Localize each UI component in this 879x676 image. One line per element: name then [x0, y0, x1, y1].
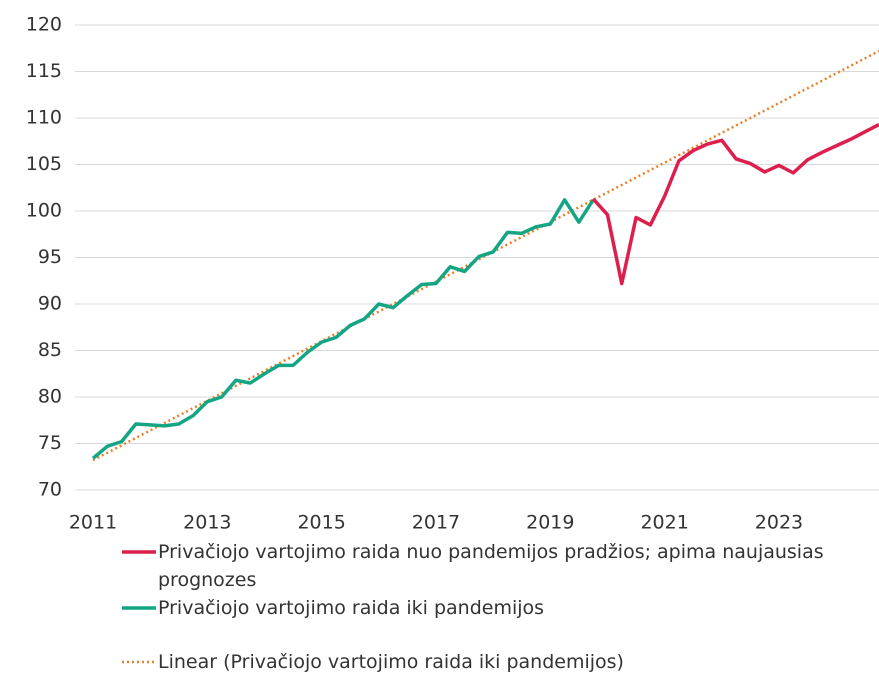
y-tick-label: 85	[38, 339, 62, 361]
y-tick-label: 80	[38, 386, 62, 408]
series-line	[591, 122, 879, 286]
y-tick-label: 105	[26, 153, 62, 175]
x-tick-label: 2013	[183, 512, 231, 534]
legend-swatch	[122, 660, 156, 664]
x-tick-label: 2019	[526, 512, 574, 534]
chart: 70 75 80 85 90 95 100 105 110 115 120 2011 2013 2015 2…	[26, 14, 879, 534]
y-tick-label: 100	[26, 200, 62, 222]
legend: Privačiojo vartojimo raida nuo pandemijo…	[120, 538, 879, 676]
y-tick-label: 90	[38, 293, 62, 315]
y-tick-label: 120	[26, 14, 62, 36]
y-tick-label: 110	[26, 107, 62, 129]
y-tick-label: 115	[26, 60, 62, 82]
legend-item: Linear (Privačiojo vartojimo raida iki p…	[120, 648, 879, 676]
series-line	[91, 198, 595, 460]
x-tick-label: 2011	[69, 512, 117, 534]
legend-swatch	[122, 550, 156, 554]
x-tick-label: 2021	[640, 512, 688, 534]
legend-item: Privačiojo vartojimo raida nuo pandemijo…	[120, 538, 879, 594]
y-tick-label: 95	[38, 246, 62, 268]
x-tick-label: 2015	[297, 512, 345, 534]
y-tick-label: 70	[38, 479, 62, 501]
legend-label: Privačiojo vartojimo raida nuo pandemijo…	[158, 541, 824, 591]
legend-label: Linear (Privačiojo vartojimo raida iki p…	[158, 651, 624, 673]
x-tick-label: 2017	[412, 512, 460, 534]
x-tick-label: 2023	[755, 512, 803, 534]
legend-item: Privačiojo vartojimo raida iki pandemijo…	[120, 594, 879, 622]
legend-swatch	[122, 606, 156, 610]
legend-label: Privačiojo vartojimo raida iki pandemijo…	[158, 597, 545, 619]
y-tick-label: 75	[38, 432, 62, 454]
